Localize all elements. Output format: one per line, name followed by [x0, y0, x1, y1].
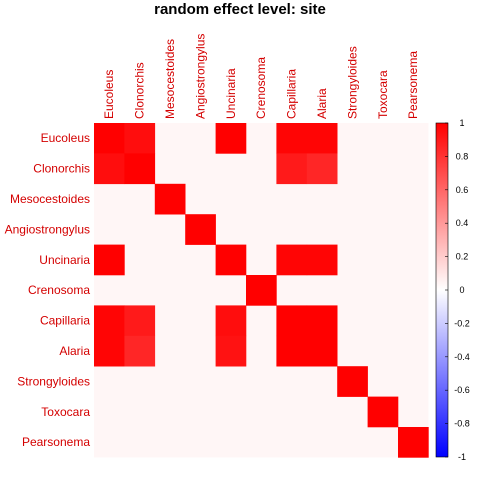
heatmap-cell	[276, 335, 308, 367]
chart-title: random effect level: site	[154, 1, 326, 18]
row-label: Alaria	[59, 344, 90, 358]
column-label: Crenosoma	[254, 57, 268, 119]
heatmap-cell	[306, 335, 338, 367]
color-legend-tick-label: 0.4	[456, 218, 469, 228]
column-label: Mesocestoides	[163, 39, 177, 119]
color-legend-tick-label: 0	[459, 285, 464, 295]
color-legend-tick-label: 0.2	[456, 252, 469, 262]
row-label: Strongyloides	[17, 374, 90, 388]
heatmap-cell	[276, 305, 308, 337]
heatmap-cell	[276, 123, 308, 154]
heatmap-cell	[215, 305, 247, 337]
color-legend-tick-label: 0.8	[456, 151, 469, 161]
row-label: Capillaria	[40, 314, 90, 328]
heatmap-cell	[94, 123, 125, 154]
heatmap-cell	[306, 244, 338, 276]
color-legend-tick-label: -0.2	[454, 318, 470, 328]
row-label: Toxocara	[41, 405, 90, 419]
column-labels: Eucoleus Clonorchis Mesocestoides Angiostro…	[102, 34, 420, 119]
row-label: Clonorchis	[33, 162, 90, 176]
column-label: Clonorchis	[133, 62, 147, 119]
column-label: Pearsonema	[406, 51, 420, 119]
row-label: Angiostrongylus	[5, 222, 90, 236]
heatmap-cell	[124, 305, 156, 337]
heatmap-cell	[215, 123, 247, 154]
heatmap-cell	[306, 153, 338, 185]
heatmap-cell	[124, 123, 156, 154]
column-label: Eucoleus	[102, 70, 116, 119]
color-legend-tick-label: 0.6	[456, 185, 469, 195]
heatmap-cell	[94, 305, 125, 337]
heatmap-cells	[94, 123, 429, 458]
column-label: Capillaria	[285, 69, 299, 119]
heatmap-cell	[367, 396, 399, 428]
color-legend-tick-label: -1	[458, 452, 466, 462]
heatmap-cell	[124, 335, 156, 367]
color-legend-tick-label: -0.6	[454, 385, 470, 395]
column-label: Uncinaria	[224, 68, 238, 119]
color-legend-tick-label: -0.8	[454, 419, 470, 429]
heatmap-cell	[94, 335, 125, 367]
column-label: Toxocara	[376, 70, 390, 119]
color-legend-tick-label: 1	[459, 118, 464, 128]
row-label: Uncinaria	[39, 253, 90, 267]
heatmap-cell	[185, 214, 216, 245]
heatmap-cell	[215, 244, 247, 276]
row-label: Eucoleus	[41, 131, 90, 145]
heatmap-cell	[276, 153, 308, 185]
row-label: Crenosoma	[28, 283, 90, 297]
row-label: Mesocestoides	[10, 192, 90, 206]
heatmap-cell	[398, 427, 429, 458]
heatmap-cell	[154, 183, 186, 215]
color-legend-tick-label: -0.4	[454, 352, 470, 362]
heatmap-cell	[246, 275, 277, 306]
heatmap-cell	[94, 244, 125, 276]
heatmap-cell	[215, 335, 247, 367]
heatmap-cell	[276, 244, 308, 276]
heatmap-cell	[94, 153, 125, 185]
heatmap-cell	[306, 123, 338, 154]
row-label: Pearsonema	[22, 435, 90, 449]
heatmap-cell	[337, 366, 368, 397]
column-label: Alaria	[315, 88, 329, 119]
column-label: Strongyloides	[345, 46, 359, 119]
row-labels: Eucoleus Clonorchis Mesocestoides Angiostro…	[5, 131, 91, 449]
heatmap-cell	[124, 153, 156, 185]
heatmap-cell	[306, 305, 338, 337]
column-label: Angiostrongylus	[193, 34, 207, 119]
color-legend: 1 0.8 0.6 0.4 0.2 0 -0.2 -0.4 -0.6 -0.8 -1	[435, 118, 470, 462]
